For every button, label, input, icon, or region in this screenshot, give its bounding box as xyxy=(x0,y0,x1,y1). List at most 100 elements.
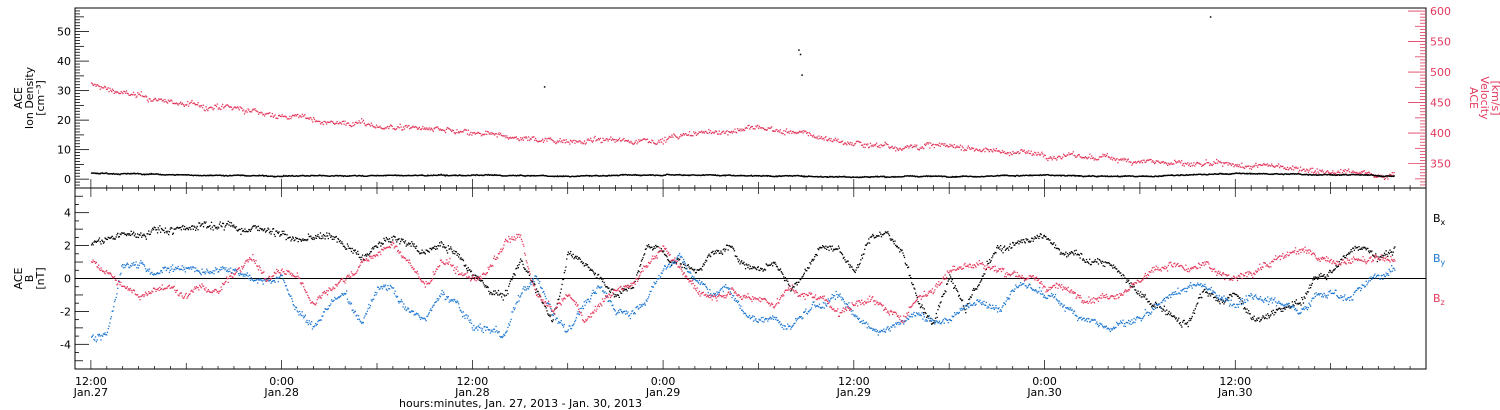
field-bx-point xyxy=(608,287,610,289)
velocity-point xyxy=(385,127,387,129)
density-point xyxy=(322,174,325,177)
field-bx-point xyxy=(416,250,418,252)
velocity-point xyxy=(352,122,354,124)
field-bx-point xyxy=(666,256,668,258)
field-bx-point xyxy=(518,264,520,266)
density-point xyxy=(759,175,761,177)
density-point xyxy=(1391,175,1393,178)
field-bx-point xyxy=(857,264,859,266)
field-bx-point xyxy=(799,279,802,281)
field-bx-point xyxy=(772,265,774,267)
velocity-point xyxy=(457,132,459,134)
density-point xyxy=(1323,173,1325,176)
velocity-point xyxy=(1366,172,1368,175)
density-point xyxy=(1360,174,1362,176)
density-point xyxy=(180,174,182,176)
velocity-point xyxy=(757,124,759,126)
field-bx-point xyxy=(861,254,863,256)
field-bx-point xyxy=(794,283,796,285)
field-bx-point xyxy=(547,313,549,315)
field-bx-point xyxy=(358,256,360,259)
velocity-point xyxy=(1376,176,1379,178)
field-bx-point xyxy=(751,268,753,270)
velocity-point xyxy=(689,135,691,137)
velocity-point xyxy=(681,134,684,136)
velocity-point xyxy=(565,139,567,141)
density-point xyxy=(926,175,929,178)
field-bx-point xyxy=(702,263,705,265)
velocity-point xyxy=(708,129,710,131)
density-point xyxy=(291,174,294,177)
field-bx-point xyxy=(752,266,754,268)
field-bx-point xyxy=(640,260,643,262)
field-bx-point xyxy=(446,252,449,254)
velocity-point xyxy=(1292,169,1295,171)
density-point xyxy=(585,174,587,176)
velocity-point xyxy=(1133,161,1136,164)
velocity-point xyxy=(241,107,243,110)
velocity-point xyxy=(427,127,429,129)
velocity-point xyxy=(576,141,579,143)
field-bx-point xyxy=(486,285,488,288)
velocity-point xyxy=(521,137,524,139)
velocity-point xyxy=(636,143,638,145)
field-bx-point xyxy=(651,246,653,248)
density-point xyxy=(1019,175,1021,177)
field-bx-point xyxy=(311,237,313,239)
density-point xyxy=(402,175,404,177)
field-bx-point xyxy=(895,244,897,246)
velocity-point xyxy=(180,101,182,103)
velocity-point xyxy=(951,144,953,146)
velocity-point xyxy=(998,150,1000,152)
velocity-point xyxy=(1052,157,1054,159)
field-bx-point xyxy=(191,225,194,227)
velocity-point xyxy=(404,125,406,127)
velocity-point xyxy=(822,137,824,139)
velocity-point xyxy=(757,127,760,129)
field-bx-point xyxy=(269,230,271,233)
density-point xyxy=(801,175,803,177)
field-bx-point xyxy=(113,238,116,240)
field-bx-point xyxy=(164,227,167,229)
density-point xyxy=(343,175,346,177)
field-bx-point xyxy=(452,252,454,255)
density-point xyxy=(734,175,737,177)
velocity-point xyxy=(825,135,827,138)
velocity-point xyxy=(762,127,764,129)
field-bx-point xyxy=(713,253,715,255)
velocity-point xyxy=(855,141,858,143)
velocity-point xyxy=(1031,154,1033,156)
field-bx-point xyxy=(515,268,517,270)
velocity-point xyxy=(818,135,820,137)
velocity-point xyxy=(403,128,406,130)
velocity-point xyxy=(93,83,95,86)
field-bx-point xyxy=(177,227,179,229)
field-bx-point xyxy=(645,248,647,250)
velocity-point xyxy=(1223,162,1225,164)
velocity-point xyxy=(1104,154,1106,156)
density-tick-label: 10 xyxy=(57,144,71,157)
velocity-point xyxy=(1155,160,1157,162)
velocity-point xyxy=(1310,167,1312,169)
field-bx-point xyxy=(99,241,101,243)
field-bx-point xyxy=(826,246,829,248)
field-bx-point xyxy=(882,234,884,236)
velocity-point xyxy=(724,132,726,134)
velocity-point xyxy=(1222,165,1224,167)
density-point xyxy=(962,175,964,177)
velocity-point xyxy=(1296,167,1298,169)
density-point xyxy=(340,175,342,177)
density-point xyxy=(151,173,154,175)
velocity-point xyxy=(166,102,169,104)
density-point xyxy=(1171,174,1173,176)
density-point xyxy=(628,174,630,176)
velocity-point xyxy=(204,110,206,112)
field-bx-point xyxy=(741,262,744,264)
density-point xyxy=(183,174,185,176)
velocity-point xyxy=(1216,162,1219,164)
density-point xyxy=(244,175,246,177)
velocity-point xyxy=(1176,161,1178,163)
velocity-point xyxy=(1013,152,1015,154)
density-point xyxy=(228,175,230,177)
density-point xyxy=(214,174,216,177)
